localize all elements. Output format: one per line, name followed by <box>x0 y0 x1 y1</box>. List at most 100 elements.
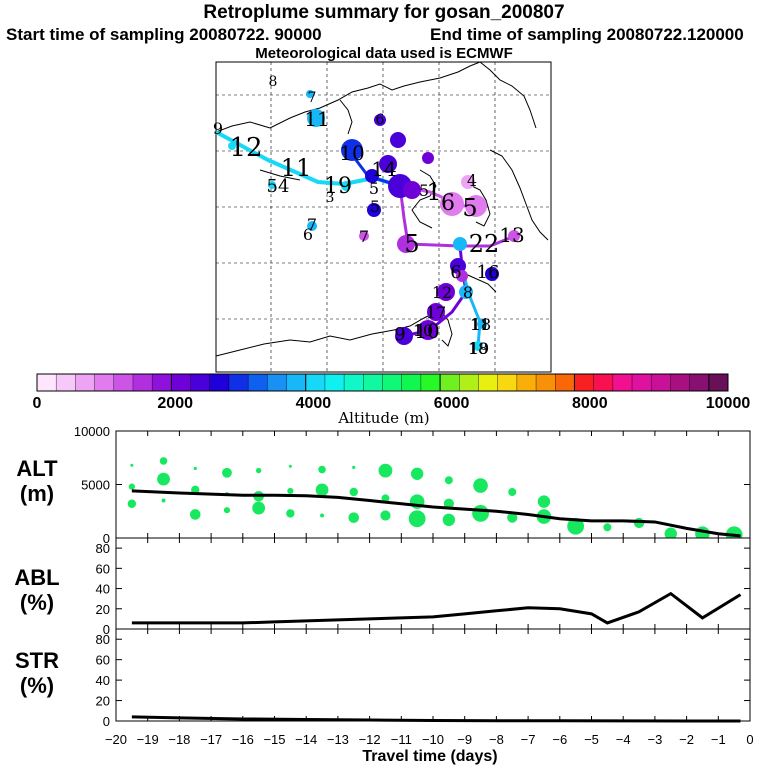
plume-cluster-point <box>128 483 135 490</box>
panel-str: 0 20 40 60 80 <box>96 628 751 729</box>
map-cluster-label: 11 <box>281 154 312 182</box>
map-cluster-marker <box>473 341 483 351</box>
colorbar-swatch <box>248 374 268 391</box>
x-tick-label: −10 <box>422 732 444 747</box>
map-cluster-marker <box>459 285 473 299</box>
plume-cluster-point <box>410 467 424 480</box>
map-cluster-marker <box>465 195 487 217</box>
plume-cluster-point <box>320 513 325 518</box>
plume-cluster-point <box>130 463 134 467</box>
map-cluster-marker <box>427 303 445 321</box>
plume-cluster-point <box>288 464 292 468</box>
colorbar-swatch <box>651 374 671 391</box>
y-tick-label: 80 <box>96 632 110 647</box>
map-cluster-label: 19 <box>469 339 489 358</box>
y-tick-label: 10000 <box>74 424 110 439</box>
plume-cluster-point <box>157 472 170 486</box>
colorbar-swatch <box>497 374 518 391</box>
x-tick-label: −2 <box>679 732 694 747</box>
plume-cluster-point <box>191 485 200 495</box>
map-cluster-label: 22 <box>469 230 500 258</box>
plume-cluster-point <box>189 509 201 520</box>
map-cluster-marker <box>307 221 317 231</box>
colorbar-tick-label: 10000 <box>706 395 751 412</box>
plume-cluster-point <box>348 512 360 523</box>
colorbar-swatch <box>555 374 575 391</box>
map-cluster-label: 14 <box>371 157 396 181</box>
plume-cluster-point <box>381 494 390 503</box>
colorbar-swatch <box>612 374 633 391</box>
map-cluster-marker <box>307 109 325 127</box>
y-tick-label: 20 <box>96 694 110 709</box>
map-cluster-label: 18 <box>468 339 488 358</box>
x-tick-label: −15 <box>263 732 285 747</box>
colorbar-tick-label: 4000 <box>296 395 332 412</box>
x-tick-label: −16 <box>232 732 254 747</box>
y-tick-label: 60 <box>96 561 110 576</box>
colorbar: 0 2000 4000 6000 8000 10000 <box>33 373 751 412</box>
colorbar-swatch <box>574 374 595 391</box>
plume-cluster-point <box>378 463 393 478</box>
map-cluster-label: 7 <box>307 215 317 234</box>
map-cluster-marker <box>374 114 386 126</box>
plume-cluster-point <box>472 504 489 522</box>
colorbar-swatch <box>689 374 710 391</box>
abl-line <box>131 591 742 625</box>
x-tick-label: −12 <box>359 732 381 747</box>
plume-cluster-point <box>159 457 168 465</box>
plume-cluster-point <box>349 487 358 497</box>
y-tick-label: 0 <box>103 714 110 729</box>
str-ylabel: STR (%) <box>15 648 59 698</box>
alt-ylabel: ALT (m) <box>16 456 58 506</box>
y-tick-label: 0 <box>103 622 110 637</box>
map-cluster-label: 9 <box>394 324 405 345</box>
colorbar-swatch <box>459 374 479 391</box>
colorbar-swatch <box>708 374 729 391</box>
plume-cluster-point <box>286 509 295 518</box>
colorbar-swatch <box>401 374 422 391</box>
map-cluster-label: 12 <box>432 283 452 302</box>
y-tick-label: 80 <box>96 541 110 556</box>
map-cluster-marker <box>440 192 464 216</box>
colorbar-swatch <box>536 374 556 391</box>
map-cluster-marker <box>456 270 468 282</box>
map-cluster-label: 1 <box>426 178 441 206</box>
colorbar-swatch <box>516 374 537 391</box>
map-cluster-label: 10 <box>339 141 364 165</box>
colorbar-title: Altitude (m) <box>338 409 430 427</box>
colorbar-swatch <box>344 374 364 391</box>
x-tick-label: −6 <box>552 732 567 747</box>
map-cluster-marker <box>437 283 455 301</box>
map-cluster-marker <box>422 152 434 164</box>
x-tick-label: −5 <box>584 732 599 747</box>
plume-cluster-point <box>508 487 517 496</box>
plume-cluster-point <box>443 498 454 509</box>
mean-altitude-line <box>131 489 741 538</box>
map-cluster-label: 6 <box>441 191 455 216</box>
plume-cluster-point <box>318 465 326 474</box>
map-coastline <box>259 169 301 181</box>
map-cluster-label: 5 <box>462 194 477 222</box>
end-time-label: End time of sampling 20080722.120000 <box>430 25 744 44</box>
map-cluster-marker <box>397 235 415 253</box>
map-coastline <box>411 169 437 229</box>
map-cluster-label: 6 <box>376 112 385 128</box>
map-cluster-marker <box>306 90 314 98</box>
plume-cluster-point <box>537 495 551 508</box>
map-frame <box>215 61 552 373</box>
colorbar-swatch <box>305 374 326 391</box>
map-cluster-label: 5 <box>369 179 379 198</box>
x-tick-label: −20 <box>105 732 127 747</box>
map-cluster-label: 3 <box>326 190 335 206</box>
colorbar-frame <box>36 373 729 392</box>
plume-cluster-point <box>567 517 585 535</box>
plume-cluster-point <box>352 465 356 469</box>
met-data-label: Meteorological data used is ECMWF <box>255 45 513 62</box>
colorbar-swatch <box>209 374 230 391</box>
map-coastline <box>215 311 437 357</box>
colorbar-swatch <box>190 374 211 391</box>
map-cluster-marker <box>453 237 467 251</box>
plume-cluster-point <box>380 510 391 521</box>
colorbar-swatch <box>75 374 96 391</box>
